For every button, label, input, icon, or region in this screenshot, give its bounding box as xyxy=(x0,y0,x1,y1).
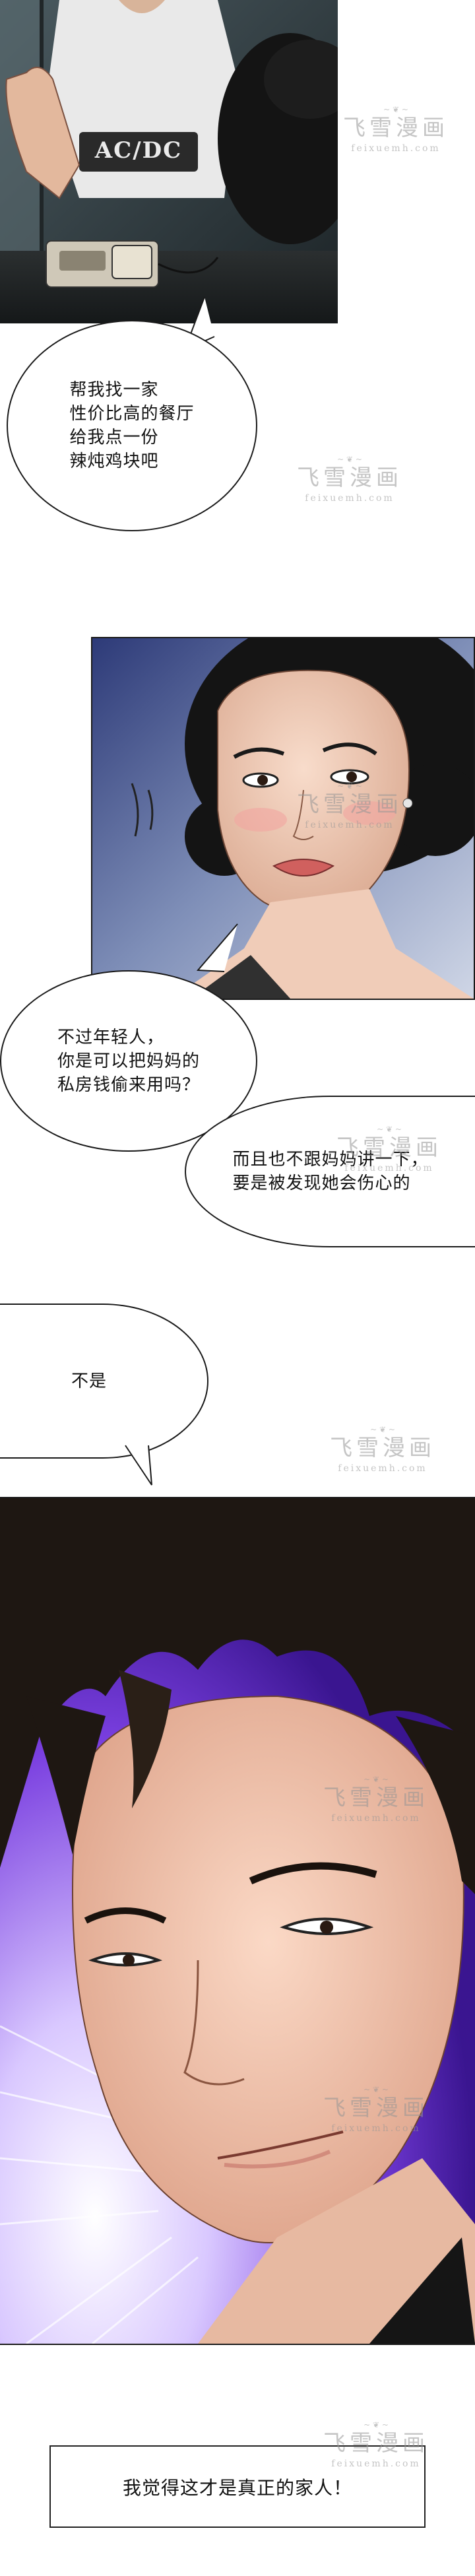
shirt-logo: AC/DC xyxy=(94,137,183,164)
speech-bubble-2: 不过年轻人， 你是可以把妈妈的 私房钱偷来用吗？ xyxy=(0,970,257,1152)
speech-bubble-4-text: 不是 xyxy=(71,1371,107,1391)
panel-2 xyxy=(91,637,475,1000)
watermark-1: ~ ❦ ~ 飞雪漫画 feixuemh.com xyxy=(343,105,449,154)
watermark-4: ~ ❦ ~ 飞雪漫画 feixuemh.com xyxy=(336,1125,442,1173)
panel-2-art xyxy=(92,638,474,999)
speech-bubble-1: 帮我找一家 性价比高的餐厅 给我点一份 辣炖鸡块吧 xyxy=(7,320,257,531)
speech-bubble-2-text: 不过年轻人， 你是可以把妈妈的 私房钱偷来用吗？ xyxy=(57,1027,200,1095)
caption-text: 我觉得这才是真正的家人！ xyxy=(122,2476,352,2499)
speech-bubble-4: 不是 xyxy=(0,1304,208,1459)
speech-bubble-3: 而且也不跟妈妈讲一下， 要是被发现她会伤心的 xyxy=(185,1096,475,1247)
panel-3-art xyxy=(0,1498,475,2344)
watermark-2: ~ ❦ ~ 飞雪漫画 feixuemh.com xyxy=(297,455,402,504)
bubble-2-tail xyxy=(196,923,238,972)
caption-box: 我觉得这才是真正的家人！ xyxy=(49,2445,426,2528)
watermark-7: ~ ❦ ~ 飞雪漫画 feixuemh.com xyxy=(323,2085,429,2134)
bubble-4-tail xyxy=(125,1445,152,1486)
speech-bubble-3-text: 而且也不跟妈妈讲一下， 要是被发现她会伤心的 xyxy=(232,1150,429,1193)
watermark-6: ~ ❦ ~ 飞雪漫画 feixuemh.com xyxy=(323,1775,429,1824)
watermark-8: ~ ❦ ~ 飞雪漫画 feixuemh.com xyxy=(323,2420,429,2469)
watermark-5: ~ ❦ ~ 飞雪漫画 feixuemh.com xyxy=(330,1425,435,1474)
watermark-3: ~ ❦ ~ 飞雪漫画 feixuemh.com xyxy=(297,781,402,830)
panel-1: AC/DC xyxy=(0,0,338,323)
speech-bubble-1-text: 帮我找一家 性价比高的餐厅 给我点一份 辣炖鸡块吧 xyxy=(69,380,195,471)
panel-3 xyxy=(0,1497,475,2345)
panel-1-art xyxy=(0,0,338,323)
